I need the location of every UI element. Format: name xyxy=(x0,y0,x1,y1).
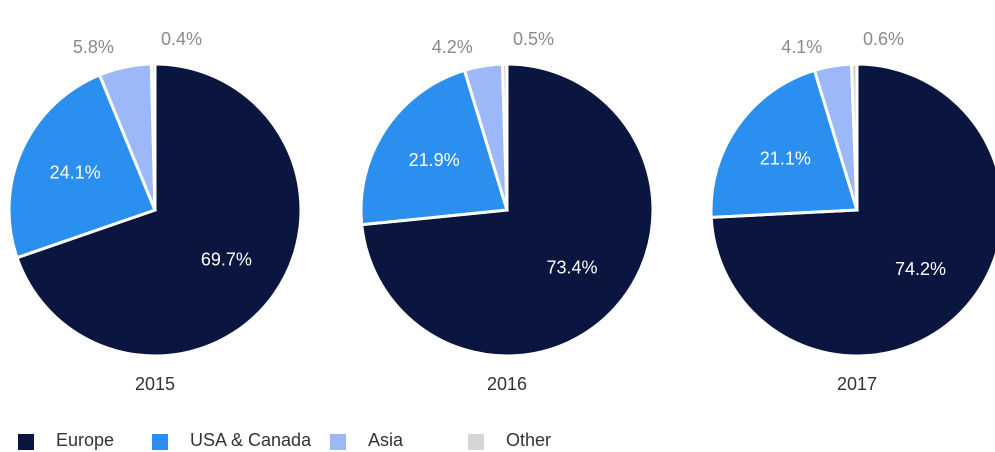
pie-slice xyxy=(709,62,995,358)
legend-swatch xyxy=(18,434,34,450)
legend-swatch xyxy=(330,434,346,450)
pie-slice xyxy=(709,68,859,219)
slice-label: 5.8% xyxy=(73,37,114,57)
pie-slice xyxy=(359,68,509,227)
slice-label: 74.2% xyxy=(895,259,946,279)
slice-label: 4.1% xyxy=(781,37,822,57)
pie-title: 2016 xyxy=(487,374,527,394)
pie-title: 2015 xyxy=(135,374,175,394)
legend-label: Other xyxy=(506,430,551,450)
slice-label: 73.4% xyxy=(546,258,597,278)
legend-label: Asia xyxy=(368,430,404,450)
pie-slice xyxy=(15,62,303,358)
pie-slice xyxy=(500,62,509,211)
slice-label: 21.9% xyxy=(409,150,460,170)
pie-slice xyxy=(849,62,859,211)
slice-label: 4.2% xyxy=(432,37,473,57)
pie-title: 2017 xyxy=(837,374,877,394)
slice-label: 24.1% xyxy=(50,163,101,183)
slice-label: 69.7% xyxy=(201,250,252,270)
slice-label: 0.4% xyxy=(161,29,202,49)
pie-slice xyxy=(7,72,157,260)
legend-swatch xyxy=(468,434,484,450)
slice-label: 21.1% xyxy=(760,148,811,168)
slice-label: 0.6% xyxy=(863,29,904,49)
slice-label: 0.5% xyxy=(513,29,554,49)
pie-slice xyxy=(149,62,157,211)
legend-swatch xyxy=(152,434,168,450)
legend-label: Europe xyxy=(56,430,114,450)
legend-label: USA & Canada xyxy=(190,430,312,450)
